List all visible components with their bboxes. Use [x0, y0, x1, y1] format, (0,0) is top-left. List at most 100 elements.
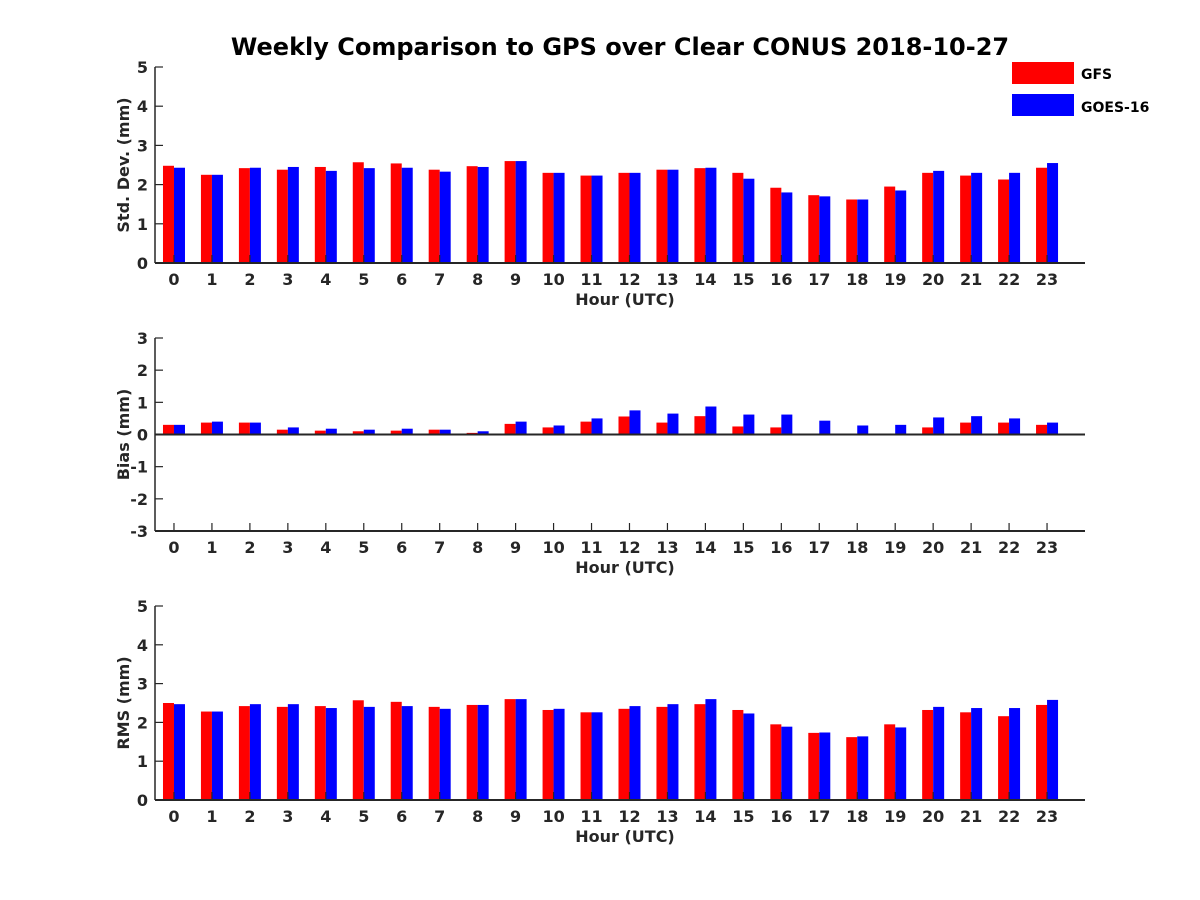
- bar-rms-goes16-hour-1: [211, 711, 223, 800]
- x-tick-label-std: 12: [618, 270, 640, 289]
- x-tick-label-rms: 8: [472, 807, 483, 826]
- bar-rms-gfs-hour-23: [1036, 704, 1048, 800]
- x-tick-label-bias: 18: [846, 538, 868, 557]
- bar-std-goes16-hour-2: [249, 167, 261, 263]
- x-tick-label-std: 6: [396, 270, 407, 289]
- bar-std-goes16-hour-0: [173, 167, 185, 263]
- bar-rms-gfs-hour-14: [694, 704, 706, 800]
- bar-bias-goes16-hour-22: [1009, 418, 1021, 435]
- bar-bias-gfs-hour-4: [314, 430, 326, 435]
- bar-rms-goes16-hour-12: [629, 706, 641, 800]
- bar-bias-goes16-hour-16: [781, 414, 793, 435]
- bar-rms-gfs-hour-11: [580, 712, 592, 800]
- legend-swatch-goes16: [1012, 94, 1074, 116]
- bar-std-gfs-hour-14: [694, 168, 706, 263]
- bar-bias-gfs-hour-13: [656, 422, 668, 435]
- bar-std-gfs-hour-21: [960, 175, 972, 263]
- x-tick-label-std: 3: [282, 270, 293, 289]
- bar-std-goes16-hour-23: [1047, 163, 1059, 263]
- x-tick-label-rms: 3: [282, 807, 293, 826]
- x-tick-label-std: 2: [244, 270, 255, 289]
- bar-bias-goes16-hour-4: [325, 428, 337, 435]
- bar-rms-goes16-hour-10: [553, 708, 565, 800]
- bar-rms-goes16-hour-2: [249, 704, 261, 800]
- bar-rms-goes16-hour-0: [173, 704, 185, 800]
- x-tick-label-rms: 22: [998, 807, 1020, 826]
- x-tick-label-std: 7: [434, 270, 445, 289]
- x-tick-label-rms: 9: [510, 807, 521, 826]
- x-tick-label-rms: 23: [1036, 807, 1058, 826]
- x-tick-label-bias: 8: [472, 538, 483, 557]
- bar-rms-goes16-hour-19: [895, 727, 907, 800]
- bar-std-goes16-hour-4: [325, 170, 337, 263]
- bar-rms-gfs-hour-20: [922, 709, 934, 800]
- bar-std-gfs-hour-2: [238, 168, 250, 263]
- bar-bias-gfs-hour-2: [238, 422, 250, 435]
- bar-rms-goes16-hour-9: [515, 699, 527, 800]
- bar-rms-gfs-hour-0: [162, 703, 174, 800]
- x-tick-label-std: 18: [846, 270, 868, 289]
- bar-std-goes16-hour-1: [211, 174, 223, 263]
- y-tick-label-bias: -3: [130, 522, 148, 541]
- y-tick-label-std: 4: [137, 97, 148, 116]
- bar-std-gfs-hour-4: [314, 166, 326, 263]
- bar-std-goes16-hour-20: [933, 170, 945, 263]
- bar-std-gfs-hour-16: [770, 187, 782, 263]
- x-tick-label-std: 21: [960, 270, 982, 289]
- bar-bias-gfs-hour-15: [732, 426, 744, 435]
- x-tick-label-rms: 2: [244, 807, 255, 826]
- bar-std-gfs-hour-11: [580, 175, 592, 263]
- bar-bias-gfs-hour-12: [618, 416, 630, 435]
- x-tick-label-std: 1: [206, 270, 217, 289]
- bar-std-gfs-hour-9: [504, 161, 516, 263]
- x-tick-label-bias: 0: [168, 538, 179, 557]
- bar-bias-goes16-hour-12: [629, 410, 641, 435]
- bar-rms-goes16-hour-21: [971, 708, 983, 800]
- x-tick-label-rms: 4: [320, 807, 331, 826]
- y-tick-label-std: 5: [137, 58, 148, 77]
- bar-bias-goes16-hour-9: [515, 421, 527, 435]
- x-tick-label-std: 20: [922, 270, 944, 289]
- legend-swatch-gfs: [1012, 62, 1074, 84]
- bar-bias-gfs-hour-0: [162, 424, 174, 435]
- bar-rms-gfs-hour-10: [542, 709, 554, 800]
- x-axis-label-bias: Hour (UTC): [575, 558, 675, 577]
- y-tick-label-std: 0: [137, 254, 148, 273]
- bar-std-goes16-hour-13: [667, 169, 679, 263]
- x-tick-label-bias: 21: [960, 538, 982, 557]
- bar-std-gfs-hour-7: [428, 169, 440, 263]
- bar-std-goes16-hour-21: [971, 172, 983, 263]
- x-tick-label-std: 16: [770, 270, 792, 289]
- bar-std-gfs-hour-22: [998, 179, 1010, 263]
- x-tick-label-rms: 0: [168, 807, 179, 826]
- bar-std-gfs-hour-20: [922, 172, 934, 263]
- bar-bias-gfs-hour-7: [428, 429, 440, 435]
- bar-rms-goes16-hour-15: [743, 713, 755, 800]
- bar-bias-gfs-hour-20: [922, 427, 934, 435]
- bar-std-goes16-hour-15: [743, 178, 755, 263]
- x-tick-label-rms: 13: [656, 807, 678, 826]
- bar-bias-goes16-hour-0: [173, 424, 185, 435]
- bar-std-gfs-hour-18: [846, 199, 858, 263]
- bar-bias-gfs-hour-6: [390, 430, 402, 435]
- y-tick-label-std: 3: [137, 136, 148, 155]
- bar-std-goes16-hour-11: [591, 175, 603, 263]
- bar-bias-goes16-hour-15: [743, 414, 755, 435]
- bar-bias-gfs-hour-10: [542, 427, 554, 435]
- bar-rms-goes16-hour-17: [819, 732, 831, 800]
- bar-rms-gfs-hour-13: [656, 706, 668, 800]
- bar-rms-gfs-hour-15: [732, 709, 744, 800]
- y-tick-label-std: 1: [137, 215, 148, 234]
- x-tick-label-rms: 17: [808, 807, 830, 826]
- bar-std-goes16-hour-19: [895, 190, 907, 263]
- x-tick-label-std: 19: [884, 270, 906, 289]
- bar-rms-goes16-hour-14: [705, 699, 717, 800]
- bar-rms-goes16-hour-20: [933, 706, 945, 800]
- bar-bias-gfs-hour-3: [276, 429, 288, 435]
- x-tick-label-std: 15: [732, 270, 754, 289]
- bar-rms-gfs-hour-4: [314, 706, 326, 800]
- x-tick-label-bias: 23: [1036, 538, 1058, 557]
- x-tick-label-bias: 11: [580, 538, 602, 557]
- bar-rms-goes16-hour-8: [477, 704, 489, 800]
